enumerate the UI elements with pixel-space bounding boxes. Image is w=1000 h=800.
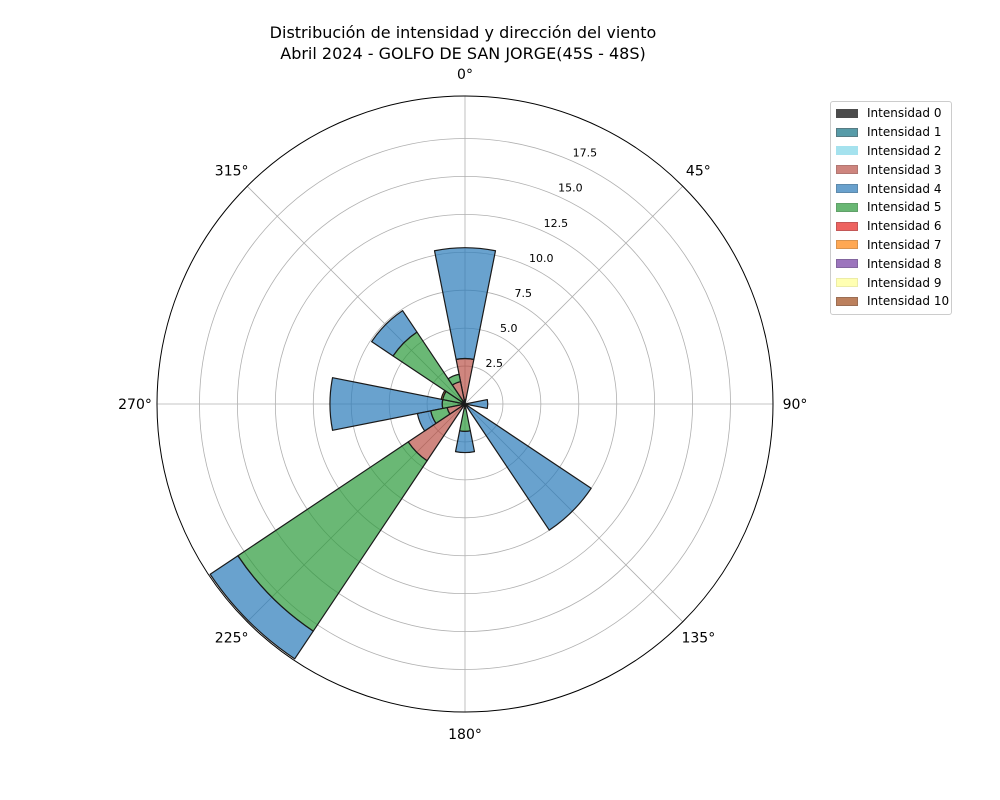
legend-swatch [836, 146, 858, 156]
legend-item: Intensidad 4 [831, 179, 951, 198]
legend-swatch [836, 127, 858, 137]
legend-label: Intensidad 9 [867, 275, 942, 290]
legend-item: Intensidad 0 [831, 104, 951, 123]
legend-label: Intensidad 6 [867, 219, 942, 234]
polar-outline [156, 95, 774, 713]
legend-label: Intensidad 8 [867, 256, 942, 271]
legend-label: Intensidad 4 [867, 181, 942, 196]
legend-label: Intensidad 10 [867, 294, 950, 309]
direction-label: 0° [457, 67, 473, 83]
wind-bar [392, 331, 466, 405]
legend-swatch [836, 108, 858, 118]
wind-bar [237, 441, 428, 632]
legend-item: Intensidad 10 [831, 292, 951, 311]
chart-title-line1: Distribución de intensidad y dirección d… [269, 23, 657, 42]
legend-item: Intensidad 7 [831, 236, 951, 255]
radial-tick-label: 12.5 [544, 217, 569, 230]
legend-item: Intensidad 5 [831, 198, 951, 217]
direction-label: 270° [118, 397, 152, 413]
wind-bars [209, 247, 592, 660]
radial-tick-label: 5.0 [500, 322, 518, 335]
legend-item: Intensidad 2 [831, 142, 951, 161]
wind-bar [459, 407, 471, 432]
legend-item: Intensidad 3 [831, 160, 951, 179]
wind-bar [464, 398, 489, 410]
legend-swatch [836, 296, 858, 306]
legend-item: Intensidad 1 [831, 123, 951, 142]
radial-tick-label: 17.5 [573, 147, 598, 160]
direction-label: 45° [686, 164, 711, 180]
radial-tick-label: 10.0 [529, 252, 554, 265]
legend-label: Intensidad 1 [867, 125, 942, 140]
legend-swatch [836, 221, 858, 231]
direction-label: 90° [783, 397, 808, 413]
direction-label: 225° [215, 630, 249, 646]
legend-label: Intensidad 7 [867, 237, 942, 252]
legend-item: Intensidad 8 [831, 254, 951, 273]
legend-item: Intensidad 6 [831, 217, 951, 236]
radial-tick-label: 7.5 [515, 287, 533, 300]
radial-tick-label: 2.5 [486, 357, 504, 370]
chart-title-line2: Abril 2024 - GOLFO DE SAN JORGE(45S - 48… [280, 44, 646, 63]
direction-label: 135° [681, 630, 715, 646]
direction-label: 180° [448, 727, 482, 743]
legend-swatch [836, 240, 858, 250]
radial-tick-label: 15.0 [558, 182, 583, 195]
legend-swatch [836, 202, 858, 212]
chart-legend: Intensidad 0 Intensidad 1 Intensidad 2 Inte… [830, 101, 952, 315]
wind-bar [464, 403, 592, 531]
direction-label: 315° [215, 164, 249, 180]
polar-frame [156, 95, 774, 713]
legend-swatch [836, 278, 858, 288]
legend-label: Intensidad 5 [867, 200, 942, 215]
wind-bar [433, 247, 497, 360]
wind-bar [447, 373, 462, 386]
legend-item: Intensidad 9 [831, 273, 951, 292]
legend-swatch [836, 184, 858, 194]
legend-label: Intensidad 2 [867, 143, 942, 158]
angular-gridline [464, 185, 684, 405]
axis-labels: 2.5 5.0 7.5 10.0 12.5 15.0 17.5 0° 45° 90° 135° 180… [118, 67, 807, 743]
wind-bar [440, 389, 447, 401]
legend-swatch [836, 165, 858, 175]
wind-bar [454, 430, 476, 454]
chart-title: Distribución de intensidad y dirección d… [0, 22, 926, 64]
legend-swatch [836, 259, 858, 269]
legend-label: Intensidad 3 [867, 162, 942, 177]
legend-label: Intensidad 0 [867, 106, 942, 121]
